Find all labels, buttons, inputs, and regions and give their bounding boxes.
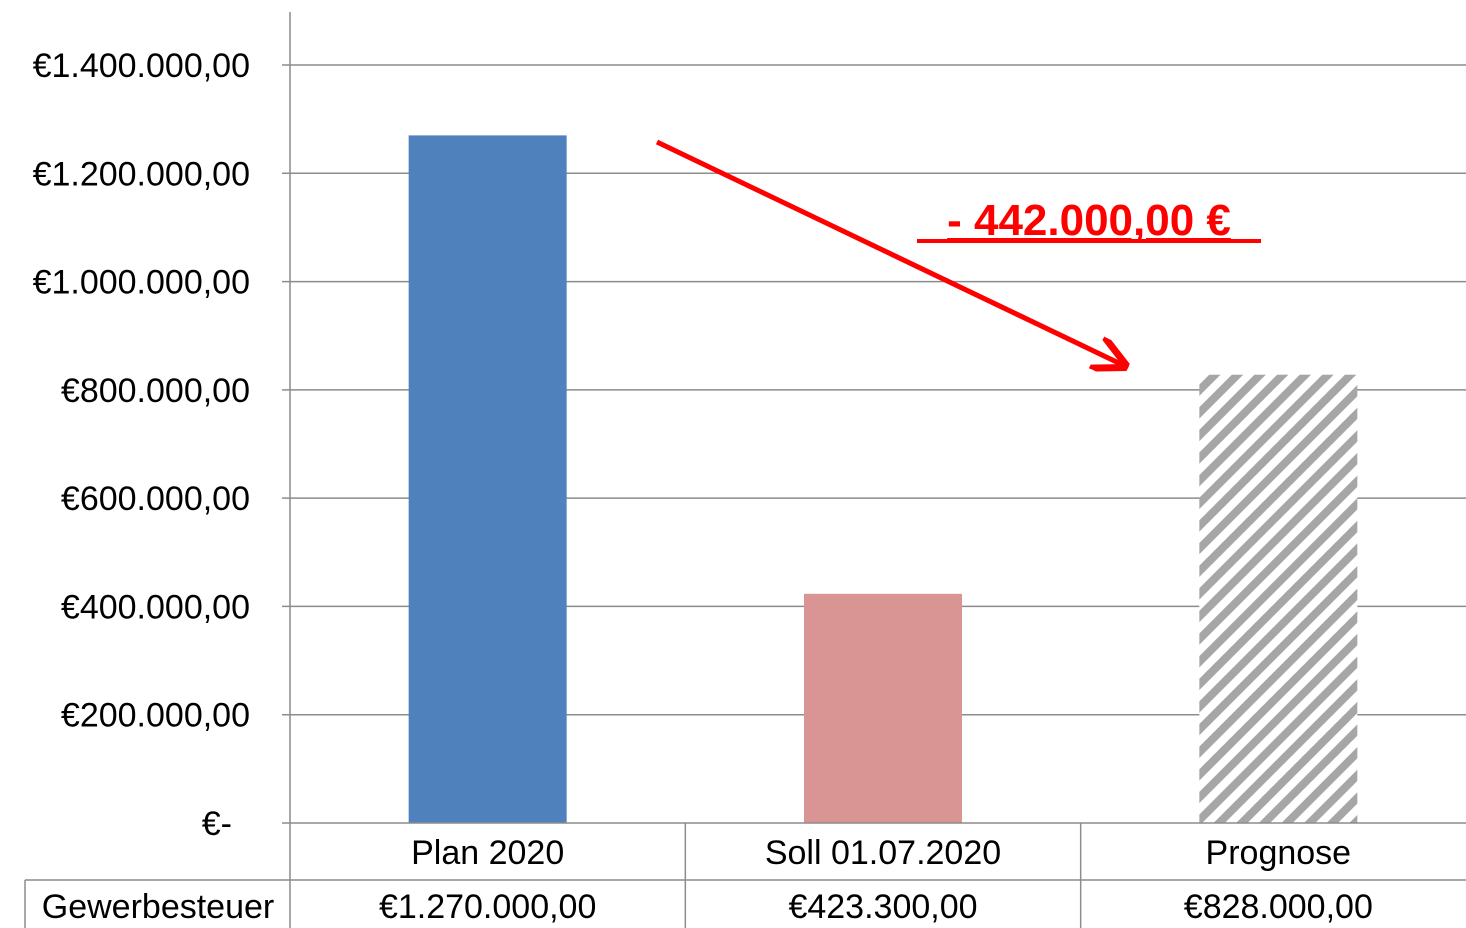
- y-tick-label: €-: [202, 805, 232, 843]
- bar: [804, 593, 962, 823]
- y-tick-label: €200.000,00: [61, 697, 250, 735]
- trend-arrow: [655, 139, 1125, 366]
- bar: [408, 135, 567, 823]
- y-tick-label: €600.000,00: [61, 480, 250, 518]
- y-axis-tick-labels: €- €200.000,00 €400.000,00 €600.000,00 €800.…: [33, 47, 250, 843]
- series-name: Gewerbesteuer: [42, 888, 274, 926]
- bars: [408, 135, 1358, 823]
- data-table: Plan 2020 €1.270.000,00 Soll 01.07.2020 €42…: [24, 823, 1466, 928]
- axes: [289, 12, 1466, 928]
- x-tick-label: Plan 2020: [411, 834, 564, 872]
- trend-annotation: - 442.000,00 €: [655, 139, 1261, 366]
- bar: [1199, 374, 1358, 823]
- y-tick-label: €1.400.000,00: [33, 47, 250, 85]
- y-tick-label: €800.000,00: [61, 372, 250, 410]
- y-tick-label: €1.000.000,00: [33, 264, 250, 302]
- difference-label: - 442.000,00 €: [947, 196, 1231, 245]
- y-tick-label: €1.200.000,00: [33, 155, 250, 193]
- x-tick-label: Prognose: [1206, 834, 1352, 872]
- table-value: €828.000,00: [1184, 888, 1373, 926]
- table-value: €423.300,00: [788, 888, 977, 926]
- x-tick-label: Soll 01.07.2020: [765, 834, 1001, 872]
- y-tick-label: €400.000,00: [61, 588, 250, 626]
- table-value: €1.270.000,00: [379, 888, 596, 926]
